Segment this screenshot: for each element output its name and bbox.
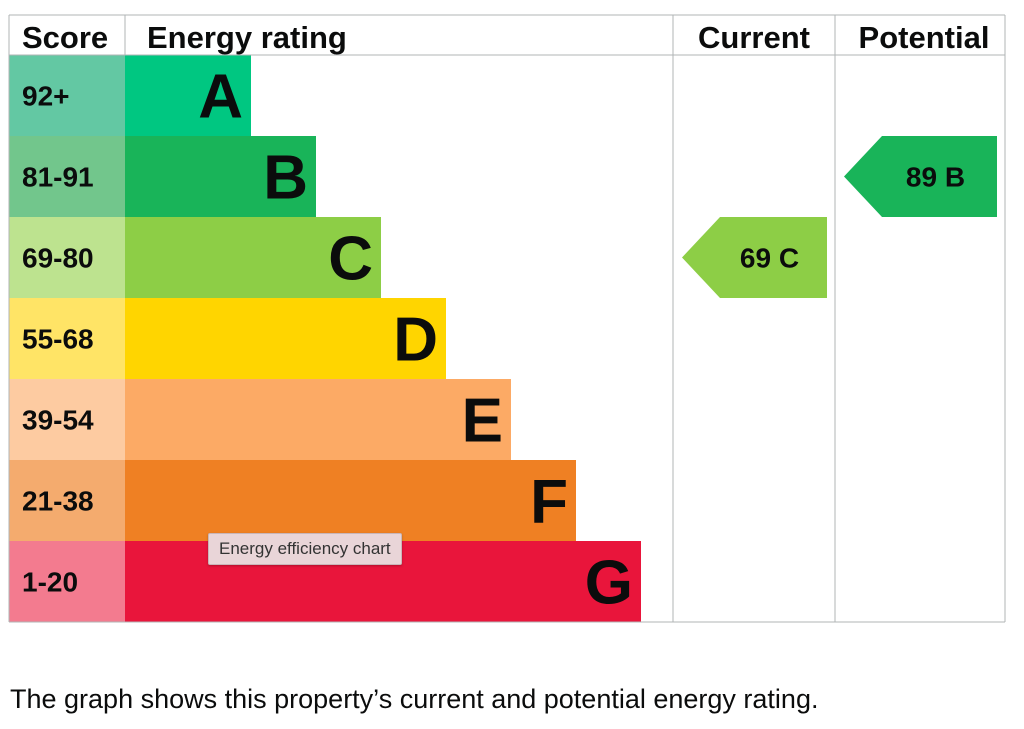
band-letter-g: G	[585, 549, 633, 618]
chart-caption: The graph shows this property’s current …	[10, 684, 819, 714]
band-letter-d: D	[393, 306, 438, 375]
score-label-d: 55-68	[22, 324, 94, 355]
band-bar-d	[125, 298, 446, 379]
score-label-b: 81-91	[22, 162, 94, 193]
band-letter-a: A	[198, 63, 243, 132]
band-letter-e: E	[462, 387, 503, 456]
score-label-f: 21-38	[22, 486, 94, 517]
rating-markers: 69 C 89 B	[682, 136, 997, 298]
score-label-a: 92+	[22, 81, 70, 112]
header-potential: Potential	[859, 20, 990, 55]
current-rating-label: 69 C	[740, 243, 799, 274]
band-letter-f: F	[530, 468, 568, 537]
chart-tooltip: Energy efficiency chart	[208, 533, 402, 565]
band-bar-e	[125, 379, 511, 460]
score-label-c: 69-80	[22, 243, 94, 274]
chart-grid-lines	[8, 14, 1006, 623]
rating-bands: 92+ A 81-91 B 69-80 C 55-68 D 39-54 E 21-38 F 1-20 G	[9, 55, 641, 622]
current-rating-arrow	[682, 217, 827, 298]
band-bar-c	[125, 217, 381, 298]
band-letter-b: B	[263, 144, 308, 213]
score-cell-a	[9, 55, 125, 136]
score-cell-e	[9, 379, 125, 460]
header-score: Score	[22, 20, 108, 55]
potential-rating-label: 89 B	[906, 162, 965, 193]
score-cell-d	[9, 298, 125, 379]
potential-rating-arrow	[844, 136, 997, 217]
score-label-e: 39-54	[22, 405, 94, 436]
score-cell-b	[9, 136, 125, 217]
score-label-g: 1-20	[22, 567, 78, 598]
band-bar-b	[125, 136, 316, 217]
band-letter-c: C	[328, 225, 373, 294]
band-bar-f	[125, 460, 576, 541]
score-cell-c	[9, 217, 125, 298]
score-cell-f	[9, 460, 125, 541]
energy-efficiency-chart: Score Energy rating Current Potential 92…	[8, 14, 1006, 623]
header-energy-rating: Energy rating	[147, 20, 347, 55]
header-current: Current	[698, 20, 810, 55]
band-bar-a	[125, 55, 251, 136]
score-cell-g	[9, 541, 125, 622]
